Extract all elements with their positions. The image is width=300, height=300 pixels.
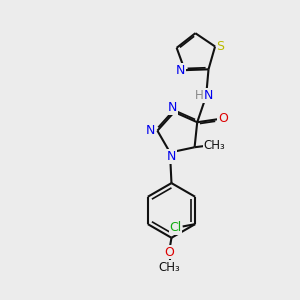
Text: N: N	[176, 64, 185, 77]
Text: N: N	[204, 89, 213, 102]
Text: N: N	[168, 101, 177, 114]
Text: S: S	[216, 40, 224, 53]
Text: N: N	[146, 124, 156, 137]
Text: N: N	[167, 150, 176, 163]
Text: H: H	[195, 89, 203, 102]
Text: O: O	[165, 246, 175, 259]
Text: O: O	[218, 112, 228, 125]
Text: Cl: Cl	[169, 221, 182, 234]
Text: CH₃: CH₃	[204, 139, 225, 152]
Text: CH₃: CH₃	[159, 261, 181, 274]
